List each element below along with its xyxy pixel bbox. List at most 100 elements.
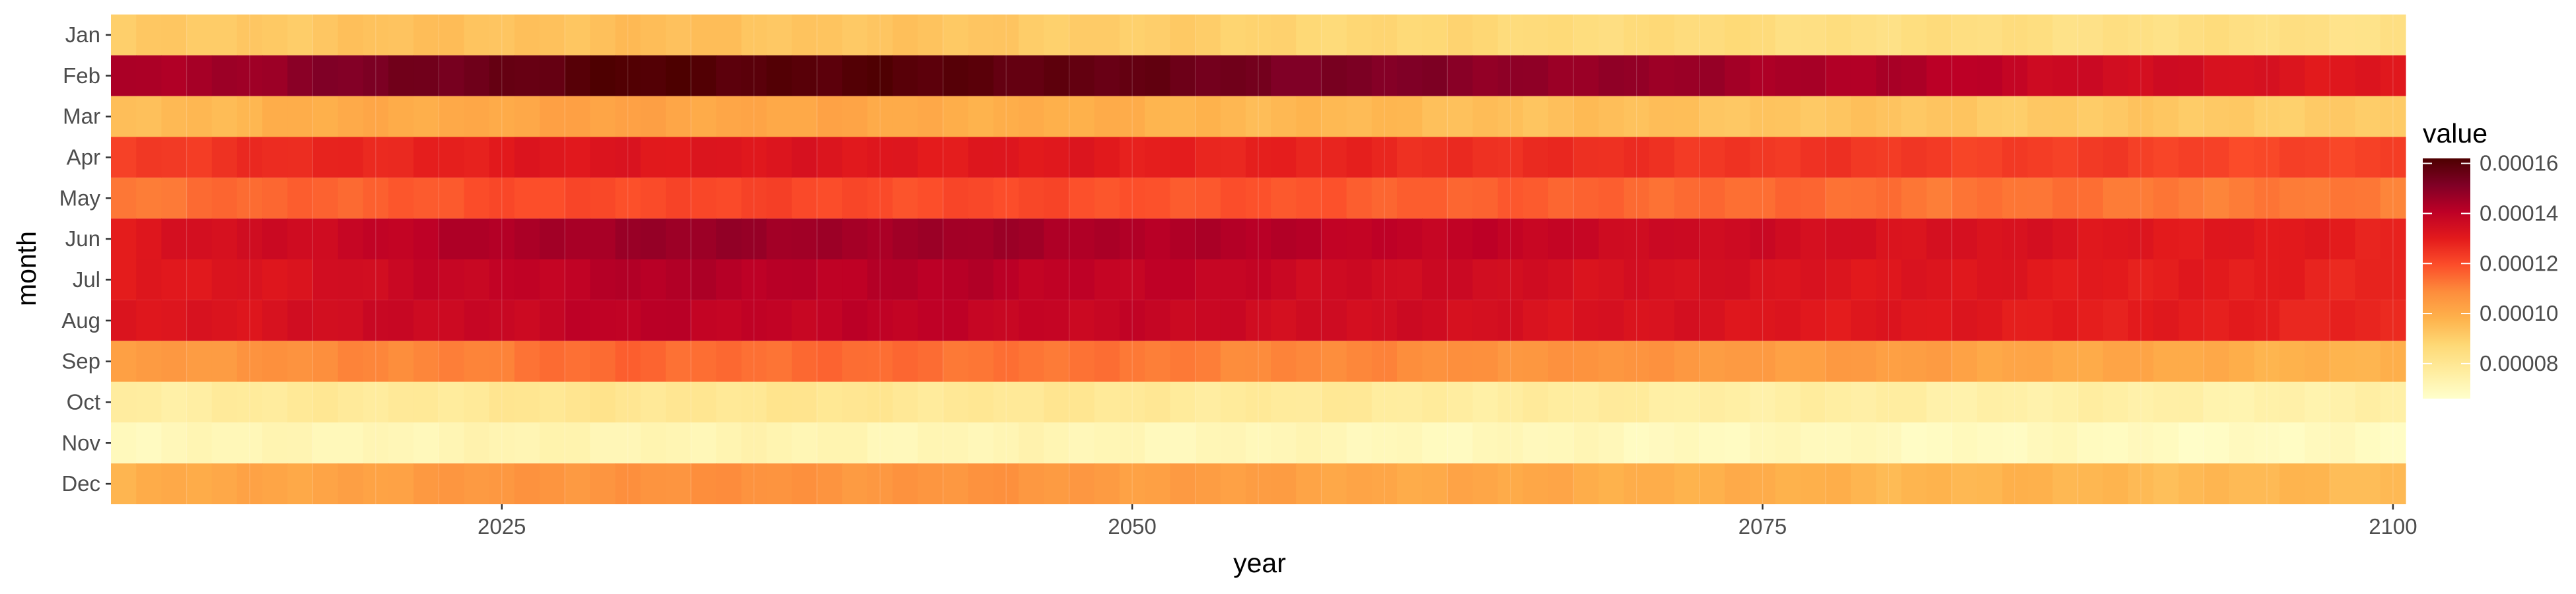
- heatmap-cell: [1775, 55, 1801, 96]
- heatmap-cell: [161, 300, 188, 341]
- heatmap-cell: [2128, 15, 2154, 55]
- heatmap-cell: [665, 422, 692, 464]
- heatmap-cell: [791, 381, 818, 423]
- heatmap-cell: [1573, 218, 1599, 259]
- heatmap-cell: [1497, 422, 1524, 464]
- heatmap-cell: [993, 381, 1019, 423]
- heatmap-cell: [741, 300, 768, 341]
- heatmap-cell: [1624, 422, 1650, 464]
- heatmap-cell: [766, 55, 793, 96]
- heatmap-cell: [1901, 15, 1927, 55]
- heatmap-cell: [1825, 422, 1851, 464]
- heatmap-cell: [1346, 218, 1373, 259]
- heatmap-cell: [388, 15, 414, 55]
- heatmap-cell: [1019, 218, 1045, 259]
- heatmap-cell: [741, 218, 768, 259]
- heatmap-cell: [1725, 15, 1751, 55]
- heatmap-cell: [766, 218, 793, 259]
- heatmap-cell: [262, 300, 288, 341]
- heatmap-cell: [1825, 15, 1851, 55]
- heatmap-cell: [111, 341, 137, 382]
- heatmap-cell: [2052, 259, 2079, 300]
- heatmap-cell: [338, 259, 364, 300]
- heatmap-cell: [791, 15, 818, 55]
- heatmap-cell: [2178, 218, 2205, 259]
- heatmap-cell: [867, 422, 894, 464]
- heatmap-cell: [514, 463, 540, 504]
- heatmap-cell: [691, 218, 717, 259]
- heatmap-cell: [1346, 300, 1373, 341]
- heatmap-cell: [2330, 259, 2356, 300]
- heatmap-cell: [1271, 300, 1297, 341]
- heatmap-cell: [1573, 178, 1599, 219]
- heatmap-cell: [1296, 259, 1322, 300]
- heatmap-cell: [1573, 55, 1599, 96]
- heatmap-cell: [1271, 96, 1297, 137]
- heatmap-cell: [2254, 259, 2280, 300]
- heatmap-cell: [1346, 463, 1373, 504]
- heatmap-cell: [615, 178, 641, 219]
- heatmap-cell: [211, 137, 238, 178]
- heatmap-cell: [2254, 422, 2280, 464]
- heatmap-cell: [2279, 55, 2305, 96]
- heatmap-cell: [363, 463, 389, 504]
- heatmap-cell: [1220, 218, 1246, 259]
- heatmap-cell: [1825, 259, 1851, 300]
- heatmap-cell: [1044, 96, 1070, 137]
- heatmap-cell: [539, 259, 565, 300]
- heatmap-cell: [2102, 341, 2129, 382]
- heatmap-cell: [1522, 218, 1549, 259]
- heatmap-cell: [1901, 381, 1927, 423]
- heatmap-cell: [1851, 96, 1877, 137]
- heatmap-cell: [590, 15, 616, 55]
- heatmap-cell: [2330, 137, 2356, 178]
- heatmap-cell: [1245, 381, 1271, 423]
- heatmap-cell: [161, 463, 188, 504]
- heatmap-cell: [2203, 463, 2230, 504]
- heatmap-cell: [1977, 259, 2003, 300]
- heatmap-cell: [565, 137, 590, 178]
- heatmap-cell: [917, 463, 944, 504]
- heatmap-cell: [1422, 96, 1448, 137]
- heatmap-cell: [1624, 96, 1650, 137]
- heatmap-cell: [665, 137, 692, 178]
- heatmap-cell: [1825, 137, 1851, 178]
- heatmap-cell: [1825, 381, 1851, 423]
- heatmap-cell: [287, 218, 314, 259]
- heatmap-cell: [2002, 463, 2028, 504]
- heatmap-cell: [2153, 137, 2180, 178]
- heatmap-cell: [1019, 300, 1045, 341]
- heatmap-cell: [1447, 96, 1474, 137]
- heatmap-cell: [2178, 15, 2205, 55]
- heatmap-cell: [691, 137, 717, 178]
- heatmap-cell: [464, 463, 490, 504]
- heatmap-cell: [1598, 422, 1625, 464]
- heatmap-cell: [413, 55, 439, 96]
- heatmap-cell: [2077, 178, 2104, 219]
- heatmap-cell: [615, 55, 641, 96]
- heatmap-cell: [1069, 137, 1095, 178]
- heatmap-cell: [2380, 463, 2406, 504]
- heatmap-cell: [741, 381, 768, 423]
- heatmap-cell: [111, 463, 137, 504]
- heatmap-cell: [2355, 422, 2381, 464]
- heatmap-cell: [615, 15, 641, 55]
- heatmap-cell: [388, 259, 414, 300]
- heatmap-cell: [1245, 300, 1271, 341]
- heatmap-cell: [691, 96, 717, 137]
- heatmap-cell: [2229, 422, 2255, 464]
- heatmap-cell: [1951, 178, 1978, 219]
- heatmap-cell: [1699, 178, 1725, 219]
- heatmap-cell: [489, 463, 515, 504]
- heatmap-cell: [2178, 341, 2205, 382]
- heatmap-cell: [514, 15, 540, 55]
- heatmap-cell: [1977, 137, 2003, 178]
- legend-title: value: [2423, 118, 2487, 148]
- heatmap-cell: [1876, 463, 1902, 504]
- heatmap-cell: [489, 300, 515, 341]
- heatmap-cell: [1271, 422, 1297, 464]
- heatmap-cell: [1497, 463, 1524, 504]
- heatmap-cell: [741, 15, 768, 55]
- heatmap-cell: [1447, 55, 1474, 96]
- heatmap-cell: [1447, 300, 1474, 341]
